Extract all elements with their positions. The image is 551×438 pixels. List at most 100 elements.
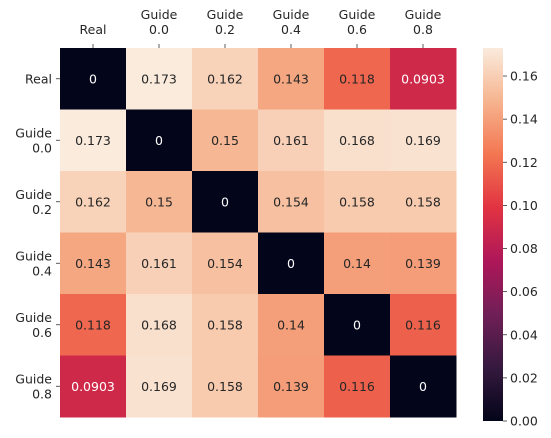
heatmap-cell bbox=[390, 171, 457, 233]
heatmap-cell-label: 0.14 bbox=[277, 317, 305, 332]
colorbar: 0.00 0.02 0.04 0.06 0.08 0.10 0.12 0.14 0.16 bbox=[483, 48, 538, 429]
y-tick-label: Guide 0.6 bbox=[15, 310, 52, 340]
heatmap-cell bbox=[258, 48, 325, 110]
heatmap-cell-label: 0.154 bbox=[273, 194, 309, 209]
heatmap-cell bbox=[192, 355, 259, 418]
heatmap-cell-label: 0 bbox=[221, 194, 229, 209]
x-tick-label: Guide 0.8 bbox=[405, 7, 442, 37]
heatmap-cell-label: 0.158 bbox=[207, 379, 243, 394]
heatmap-cell-label: 0.14 bbox=[343, 256, 371, 271]
heatmap-cell bbox=[192, 232, 259, 295]
x-tick-label: Guide 0.0 bbox=[141, 7, 178, 37]
heatmap-cell-label: 0 bbox=[353, 317, 361, 332]
heatmap-cell-label: 0 bbox=[287, 256, 295, 271]
colorbar-tick-label: 0.16 bbox=[510, 69, 538, 84]
heatmap-cell bbox=[390, 232, 457, 295]
heatmap-cell bbox=[60, 171, 127, 233]
heatmap-cell-label: 0.168 bbox=[339, 133, 375, 148]
heatmap-cell-label: 0.154 bbox=[207, 256, 243, 271]
y-tick-label: Guide 0.8 bbox=[15, 371, 52, 401]
y-tick-label: Guide 0.4 bbox=[15, 248, 52, 278]
heatmap-cell bbox=[390, 48, 457, 110]
heatmap-cell-label: 0.143 bbox=[273, 71, 309, 86]
heatmap-cell bbox=[60, 355, 127, 418]
heatmap-cell bbox=[390, 109, 457, 172]
heatmap-cell bbox=[126, 355, 193, 418]
heatmap-cell bbox=[126, 109, 193, 172]
heatmap-cell-label: 0.168 bbox=[141, 317, 177, 332]
heatmap-cell bbox=[258, 355, 325, 418]
x-tick-label: Guide 0.6 bbox=[339, 7, 376, 37]
colorbar-tick-label: 0.00 bbox=[510, 414, 538, 429]
heatmap-cell-label: 0.118 bbox=[339, 71, 375, 86]
heatmap-cell bbox=[258, 171, 325, 233]
heatmap-cell-label: 0.158 bbox=[339, 194, 375, 209]
heatmap-cell bbox=[390, 294, 457, 356]
y-tick-label: Real bbox=[25, 71, 52, 86]
heatmap-cell bbox=[126, 232, 193, 295]
heatmap-cell bbox=[192, 171, 259, 233]
heatmap-cell bbox=[324, 355, 391, 418]
heatmap-cell-label: 0.139 bbox=[273, 379, 309, 394]
x-tick-label: Real bbox=[80, 22, 107, 37]
heatmap-cell bbox=[126, 171, 193, 233]
heatmap-cell bbox=[126, 48, 193, 110]
heatmap-cell-label: 0 bbox=[155, 133, 163, 148]
heatmap-cell bbox=[258, 232, 325, 295]
heatmap-cell-label: 0.116 bbox=[405, 317, 441, 332]
heatmap-cell-label: 0.143 bbox=[75, 256, 111, 271]
heatmap-cell bbox=[60, 232, 127, 295]
heatmap-cell-label: 0.118 bbox=[75, 317, 111, 332]
heatmap-cell bbox=[324, 171, 391, 233]
x-axis-ticks: Real Guide 0.0 Guide 0.2 Guide 0.4 Guide 0.6 Guid… bbox=[80, 7, 442, 48]
y-tick-label: Guide 0.2 bbox=[15, 187, 52, 217]
heatmap-cell-label: 0.169 bbox=[405, 133, 441, 148]
heatmap-cell-label: 0 bbox=[419, 379, 427, 394]
heatmap-cell bbox=[258, 109, 325, 172]
colorbar-tick-label: 0.02 bbox=[510, 370, 538, 385]
heatmap-cell bbox=[324, 109, 391, 172]
heatmap-cell-label: 0.162 bbox=[207, 71, 243, 86]
y-tick-label: Guide 0.0 bbox=[15, 125, 52, 155]
heatmap-cell bbox=[324, 294, 391, 356]
heatmap-cell bbox=[60, 294, 127, 356]
heatmap-cell-label: 0.0903 bbox=[401, 71, 445, 86]
heatmap-cell-label: 0.162 bbox=[75, 194, 111, 209]
heatmap-cell-label: 0.0903 bbox=[71, 379, 115, 394]
heatmap-cell bbox=[192, 48, 259, 110]
heatmap-cell-label: 0.161 bbox=[141, 256, 177, 271]
heatmap-cell bbox=[60, 48, 127, 110]
heatmap-cell bbox=[324, 48, 391, 110]
heatmap-cell bbox=[258, 294, 325, 356]
heatmap-cell-label: 0.173 bbox=[141, 71, 177, 86]
heatmap-cell-label: 0.15 bbox=[211, 133, 239, 148]
y-axis-ticks: Real Guide 0.0 Guide 0.2 Guide 0.4 Guide 0.6 Guid… bbox=[15, 71, 60, 401]
x-tick-label: Guide 0.4 bbox=[273, 7, 310, 37]
heatmap-cell bbox=[126, 294, 193, 356]
heatmap-cell-label: 0.158 bbox=[405, 194, 441, 209]
heatmap-cell-label: 0 bbox=[89, 71, 97, 86]
heatmap-cell-label: 0.158 bbox=[207, 317, 243, 332]
heatmap-cell-label: 0.15 bbox=[145, 194, 173, 209]
x-tick-label: Guide 0.2 bbox=[207, 7, 244, 37]
colorbar-tick-label: 0.04 bbox=[510, 327, 538, 342]
heatmap-cell-label: 0.139 bbox=[405, 256, 441, 271]
heatmap-cell bbox=[324, 232, 391, 295]
colorbar-gradient bbox=[483, 48, 503, 421]
heatmap-cell-labels: 0 0.173 0.162 0.143 0.118 0.0903 0.173 0 0.15 0.1… bbox=[71, 71, 445, 394]
heatmap-cell bbox=[390, 355, 457, 418]
colorbar-tick-label: 0.06 bbox=[510, 284, 538, 299]
heatmap-cell-label: 0.161 bbox=[273, 133, 309, 148]
heatmap-cell-label: 0.116 bbox=[339, 379, 375, 394]
heatmap-cell-label: 0.169 bbox=[141, 379, 177, 394]
heatmap-cell-label: 0.173 bbox=[75, 133, 111, 148]
heatmap-cell bbox=[192, 294, 259, 356]
colorbar-tick-label: 0.14 bbox=[510, 112, 538, 127]
colorbar-tick-label: 0.10 bbox=[510, 198, 538, 213]
colorbar-tick-label: 0.08 bbox=[510, 241, 538, 256]
heatmap-cell bbox=[192, 109, 259, 172]
colorbar-tick-label: 0.12 bbox=[510, 155, 538, 170]
heatmap-cells bbox=[60, 48, 457, 418]
heatmap-cell bbox=[60, 109, 127, 172]
